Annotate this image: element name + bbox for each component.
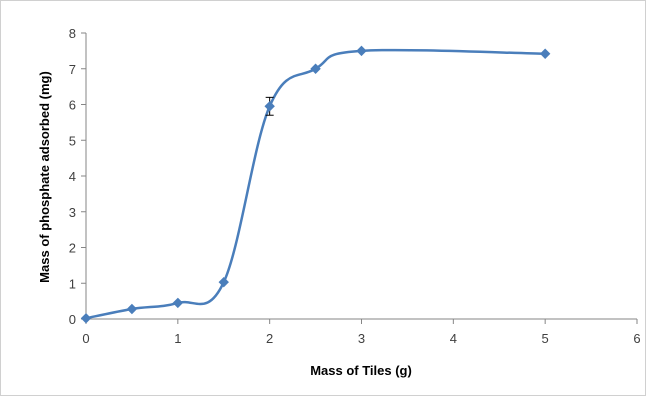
x-tick-label: 3 [358, 331, 365, 346]
x-tick-label: 4 [450, 331, 457, 346]
data-point [356, 45, 367, 57]
y-tick-label: 6 [69, 98, 76, 113]
data-point [539, 48, 551, 59]
y-tick-labels: 0 1 2 3 4 5 6 7 8 [69, 26, 76, 327]
x-axis-title: Mass of Tiles (g) [310, 363, 412, 378]
data-point [126, 303, 138, 315]
series-group [80, 45, 551, 324]
data-point [264, 101, 275, 112]
y-tick-label: 0 [69, 312, 76, 327]
y-tick-label: 3 [69, 205, 76, 220]
data-point [310, 63, 321, 74]
x-tick-label: 6 [633, 331, 640, 346]
y-tick-label: 8 [69, 26, 76, 41]
y-tick-label: 5 [69, 133, 76, 148]
x-tick-label: 0 [82, 331, 89, 346]
series-line [85, 48, 546, 320]
y-axis-title: Mass of phosphate adsorbed (mg) [37, 71, 52, 283]
y-tick-label: 4 [69, 169, 76, 184]
x-tick-label: 1 [174, 331, 181, 346]
x-tick-label: 2 [266, 331, 273, 346]
x-tick-labels: 0 1 2 3 4 5 6 [82, 331, 640, 346]
y-tick-label: 1 [69, 276, 76, 291]
data-point [80, 313, 92, 324]
y-tick-label: 2 [69, 241, 76, 256]
data-point [172, 297, 184, 309]
y-tick-label: 7 [69, 62, 76, 77]
data-point [218, 276, 229, 288]
axes [81, 32, 638, 324]
x-tick-label: 5 [542, 331, 549, 346]
